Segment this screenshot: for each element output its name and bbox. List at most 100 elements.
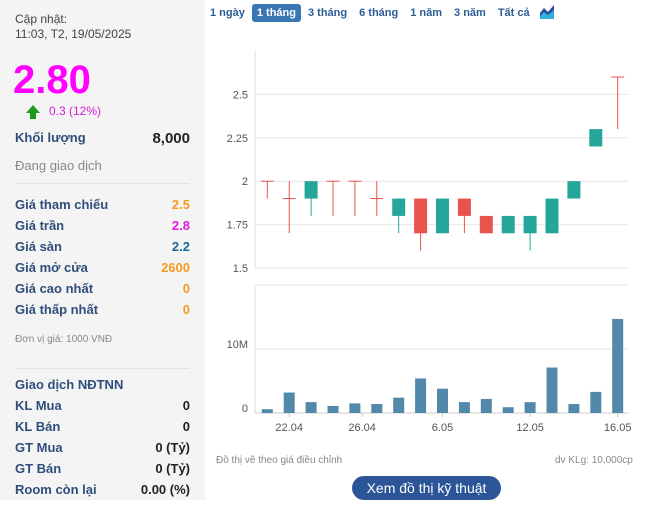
foreign-value: 0: [182, 398, 190, 413]
foreign-label: KL Bán: [15, 419, 61, 434]
foreign-value: 0: [182, 419, 190, 434]
unit-note: Đơn vị giá: 1000 VNĐ: [15, 334, 113, 345]
price-tick-label: 1.5: [233, 263, 248, 275]
foreign-value: 0 (Tỷ): [155, 440, 190, 455]
price-row: Giá sàn 2.2: [15, 239, 190, 254]
x-tick-label: 16.05: [604, 422, 632, 434]
update-value: 11:03, T2, 19/05/2025: [15, 27, 132, 41]
candle-body: [392, 198, 406, 216]
foreign-row: GT Bán 0 (Tỷ): [15, 461, 190, 476]
period-tabs: 1 ngày 1 tháng 3 tháng 6 tháng 1 năm 3 năm Tất…: [205, 4, 555, 22]
price-row: Giá tham chiếu 2.5: [15, 197, 190, 212]
volume-row: Khối lượng 8,000: [15, 130, 190, 147]
divider: [15, 368, 190, 369]
divider: [15, 183, 190, 184]
volume-tick-label: 10M: [227, 339, 248, 351]
candle-body: [414, 198, 428, 234]
price-label: Giá mở cửa: [15, 260, 88, 275]
quote-panel: Cập nhật: 11:03, T2, 19/05/2025 2.80 0.3 …: [0, 0, 205, 500]
price-value: 2.2: [171, 239, 190, 254]
volume-bar: [305, 402, 317, 413]
price-label: Giá trần: [15, 218, 65, 233]
volume-bar: [480, 398, 492, 413]
candle-body: [501, 215, 515, 234]
price-row: Giá mở cửa 2600: [15, 260, 190, 275]
foreign-row: KL Bán 0: [15, 419, 190, 434]
tab-period[interactable]: 1 ngày: [210, 7, 245, 19]
foreign-title: Giao dịch NĐTNN: [15, 377, 190, 392]
foreign-value: 0.00 (%): [140, 482, 190, 497]
tab-period[interactable]: Tất cả: [497, 7, 530, 19]
volume-bar: [437, 388, 448, 413]
x-tick-label: 12.05: [516, 422, 544, 434]
price-row: Giá thấp nhất 0: [15, 302, 190, 317]
price-label: Giá thấp nhất: [15, 302, 99, 317]
foreign-row: Room còn lại 0.00 (%): [15, 482, 190, 497]
price-row: Giá cao nhất 0: [15, 281, 190, 296]
volume-value: 8,000: [152, 130, 190, 147]
volume-bar: [590, 391, 602, 413]
arrow-up-icon: [26, 105, 40, 119]
volume-unit: dv KLg: 10,000cp: [555, 455, 633, 466]
volume-label: Khối lượng: [15, 130, 86, 145]
volume-bar: [612, 318, 624, 413]
volume-bar: [415, 378, 427, 413]
x-tick-label: 26.04: [348, 422, 376, 434]
candle-body: [304, 181, 318, 199]
price-change: 0.3 (12%): [25, 104, 101, 120]
change-value: 0.3 (12%): [49, 104, 102, 119]
foreign-title-label: Giao dịch NĐTNN: [15, 377, 124, 392]
tab-period[interactable]: 6 tháng: [359, 7, 399, 19]
foreign-label: GT Bán: [15, 461, 62, 476]
x-tick-label: 22.04: [275, 422, 303, 434]
adjusted-note: Đồ thị vẽ theo giá điều chỉnh: [216, 455, 343, 466]
current-price: 2.80: [13, 58, 91, 102]
trading-status: Đang giao dịch: [15, 158, 102, 173]
price-value: 2.8: [171, 218, 190, 233]
price-value: 2600: [161, 260, 190, 275]
x-tick-label: 6.05: [432, 422, 453, 434]
candle-body: [523, 215, 537, 234]
candle-body: [589, 129, 603, 147]
tab-period[interactable]: 1 tháng: [251, 4, 301, 22]
tab-period[interactable]: 1 năm: [410, 7, 443, 19]
update-label: Cập nhật:: [15, 12, 68, 26]
volume-bar: [546, 367, 558, 413]
area-chart-icon[interactable]: [539, 4, 555, 20]
price-tick-label: 2.5: [233, 89, 248, 101]
volume-bar: [283, 392, 295, 413]
price-tick-label: 2: [242, 176, 248, 188]
price-value: 0: [182, 281, 190, 296]
update-time: Cập nhật: 11:03, T2, 19/05/2025: [15, 12, 131, 42]
candle-body: [457, 198, 471, 216]
candle-body: [436, 198, 449, 234]
technical-chart-button[interactable]: Xem đồ thị kỹ thuật: [352, 476, 501, 500]
price-value: 2.5: [171, 197, 190, 212]
volume-bar: [261, 409, 273, 413]
tab-period[interactable]: 3 tháng: [307, 7, 348, 19]
foreign-row: GT Mua 0 (Tỷ): [15, 440, 190, 455]
price-tick-label: 2.25: [227, 133, 248, 145]
price-tick-label: 1.75: [227, 220, 248, 232]
volume-bar: [327, 405, 339, 413]
volume-tick-label: 0: [242, 403, 248, 415]
candle-body: [567, 181, 581, 199]
volume-bar: [393, 397, 405, 413]
price-label: Giá cao nhất: [15, 281, 94, 296]
volume-bar: [524, 402, 536, 413]
price-label: Giá sàn: [15, 239, 62, 254]
volume-bar: [458, 402, 470, 413]
price-value: 0: [182, 302, 190, 317]
foreign-row: KL Mua 0: [15, 398, 190, 413]
foreign-label: GT Mua: [15, 440, 63, 455]
candle-body: [479, 215, 493, 234]
volume-bar: [568, 404, 580, 413]
foreign-label: Room còn lại: [15, 482, 97, 497]
price-row: Giá trần 2.8: [15, 218, 190, 233]
volume-bar: [371, 404, 383, 413]
candle-body: [545, 198, 559, 234]
foreign-label: KL Mua: [15, 398, 62, 413]
tab-period[interactable]: 3 năm: [454, 7, 486, 19]
price-label: Giá tham chiếu: [15, 197, 109, 212]
volume-bar: [349, 403, 361, 413]
